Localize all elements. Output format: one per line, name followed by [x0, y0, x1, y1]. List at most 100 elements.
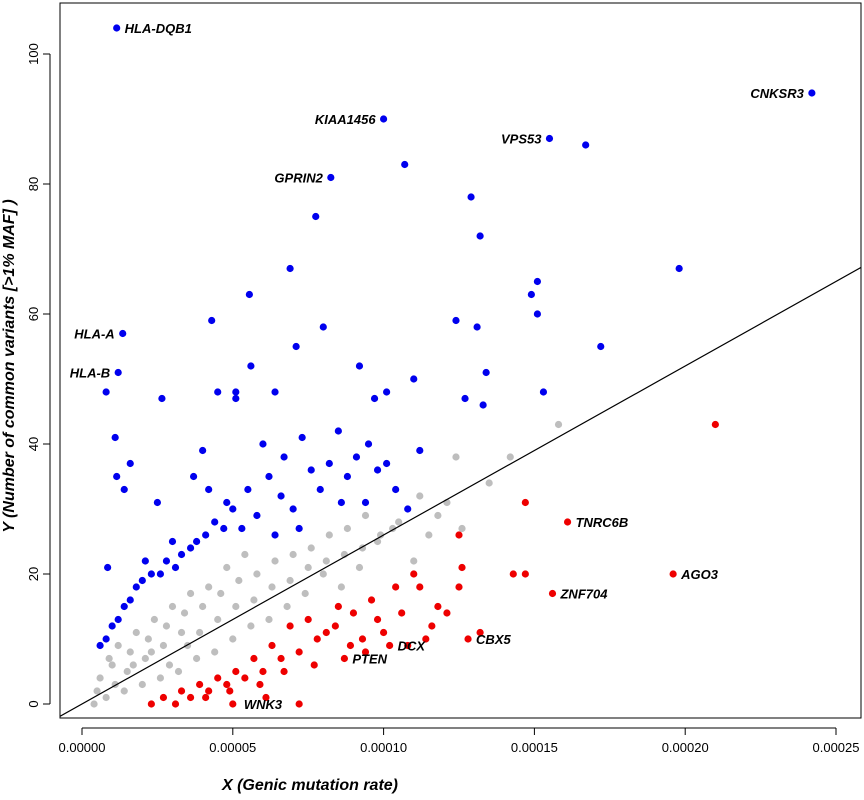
data-point-below: [464, 635, 472, 643]
gene-label: CNKSR3: [750, 86, 804, 101]
data-point-above: [114, 368, 122, 377]
data-point-below: [428, 622, 436, 630]
data-point-above: [253, 511, 261, 520]
data-point-neutral: [301, 589, 309, 598]
data-point-above: [214, 388, 222, 396]
data-point-below: [422, 635, 430, 643]
data-point-neutral: [159, 641, 168, 650]
data-point-above: [193, 537, 201, 546]
data-point-neutral: [485, 479, 493, 487]
data-point-below: [404, 641, 412, 650]
gene-label: PTEN: [352, 652, 387, 667]
data-point-neutral: [126, 648, 134, 656]
data-point-above: [229, 505, 237, 513]
data-point-below: [349, 609, 358, 617]
data-point-above: [343, 472, 352, 481]
data-point-neutral: [141, 654, 149, 663]
data-point-above: [307, 466, 315, 474]
data-point-below: [386, 641, 394, 650]
data-point-above: [189, 472, 198, 481]
data-point-above: [312, 212, 320, 221]
gene-label: KIAA1456: [315, 112, 376, 127]
data-point-above: [156, 570, 165, 578]
data-point-above: [292, 342, 300, 351]
data-point-neutral: [416, 492, 424, 500]
data-point-above: [247, 362, 255, 370]
data-point-neutral: [129, 661, 137, 669]
data-point-below: [443, 609, 451, 617]
data-point-below: [171, 700, 180, 708]
data-point-above: [108, 622, 116, 630]
data-point-neutral: [150, 615, 158, 624]
data-point-above: [186, 544, 195, 552]
data-point-above: [597, 342, 605, 351]
data-point-below: [295, 648, 303, 656]
data-point-above: [158, 394, 166, 403]
data-point-above: [102, 635, 110, 643]
data-point-below: [313, 635, 321, 643]
data-point-neutral: [250, 596, 258, 604]
data-point-below: [548, 589, 557, 598]
x-tick-label: 0.00000: [59, 740, 106, 755]
data-point-neutral: [286, 576, 294, 585]
gene-labels: HLA-DQB1 HLA-A HLA-B KIAA1456 GPRIN2 VPS53 CNK…: [70, 21, 805, 712]
data-point-above: [380, 115, 388, 123]
data-point-above: [410, 375, 418, 383]
data-point-below: [434, 602, 442, 611]
data-point-above: [113, 24, 121, 32]
data-point-neutral: [193, 654, 201, 663]
data-point-above: [416, 446, 424, 455]
data-point-neutral: [307, 544, 315, 552]
data-point-above: [545, 134, 554, 143]
data-point-below: [202, 693, 210, 702]
x-tick-label: 0.00005: [209, 740, 256, 755]
data-point-above: [286, 264, 294, 273]
data-point-above: [232, 394, 240, 403]
gene-label: HLA-B: [70, 366, 110, 381]
data-point-above: [132, 583, 140, 591]
data-point-neutral: [304, 563, 312, 572]
data-point-below: [521, 570, 529, 578]
data-point-above: [223, 498, 231, 507]
data-point-above: [355, 362, 364, 370]
data-point-above: [238, 524, 246, 533]
data-point-neutral: [165, 661, 174, 669]
data-point-below: [310, 661, 318, 669]
data-point-below: [229, 700, 237, 708]
data-point-above: [675, 264, 683, 273]
data-point-below: [223, 680, 231, 689]
data-point-above: [325, 459, 333, 468]
data-point-neutral: [325, 531, 333, 539]
data-point-above: [467, 193, 475, 201]
data-point-below: [476, 628, 484, 637]
data-point-below: [458, 563, 466, 572]
data-point-above: [147, 570, 155, 578]
data-point-above: [171, 563, 180, 572]
data-point-neutral: [186, 589, 195, 598]
data-point-above: [104, 563, 112, 572]
data-point-neutral: [162, 622, 171, 630]
data-point-neutral: [395, 518, 403, 526]
data-point-above: [102, 388, 110, 396]
y-tick-label: 100: [26, 43, 41, 65]
data-point-below: [334, 602, 342, 611]
data-point-above: [337, 498, 345, 507]
data-point-neutral: [123, 667, 131, 676]
data-point-neutral: [199, 602, 207, 611]
data-point-above: [162, 557, 171, 565]
gene-label: HLA-DQB1: [125, 21, 192, 36]
data-point-neutral: [271, 557, 279, 565]
data-point-neutral: [343, 524, 352, 533]
data-point-neutral: [337, 583, 345, 591]
data-point-above: [316, 485, 324, 494]
gene-label: HLA-A: [74, 327, 114, 342]
data-point-neutral: [214, 615, 222, 624]
data-point-neutral: [196, 628, 204, 637]
data-point-above: [533, 310, 542, 318]
gene-label: WNK3: [244, 697, 283, 712]
data-point-above: [168, 537, 177, 546]
data-point-above: [533, 277, 542, 286]
data-point-above: [452, 316, 460, 325]
gene-label: CBX5: [476, 632, 511, 647]
